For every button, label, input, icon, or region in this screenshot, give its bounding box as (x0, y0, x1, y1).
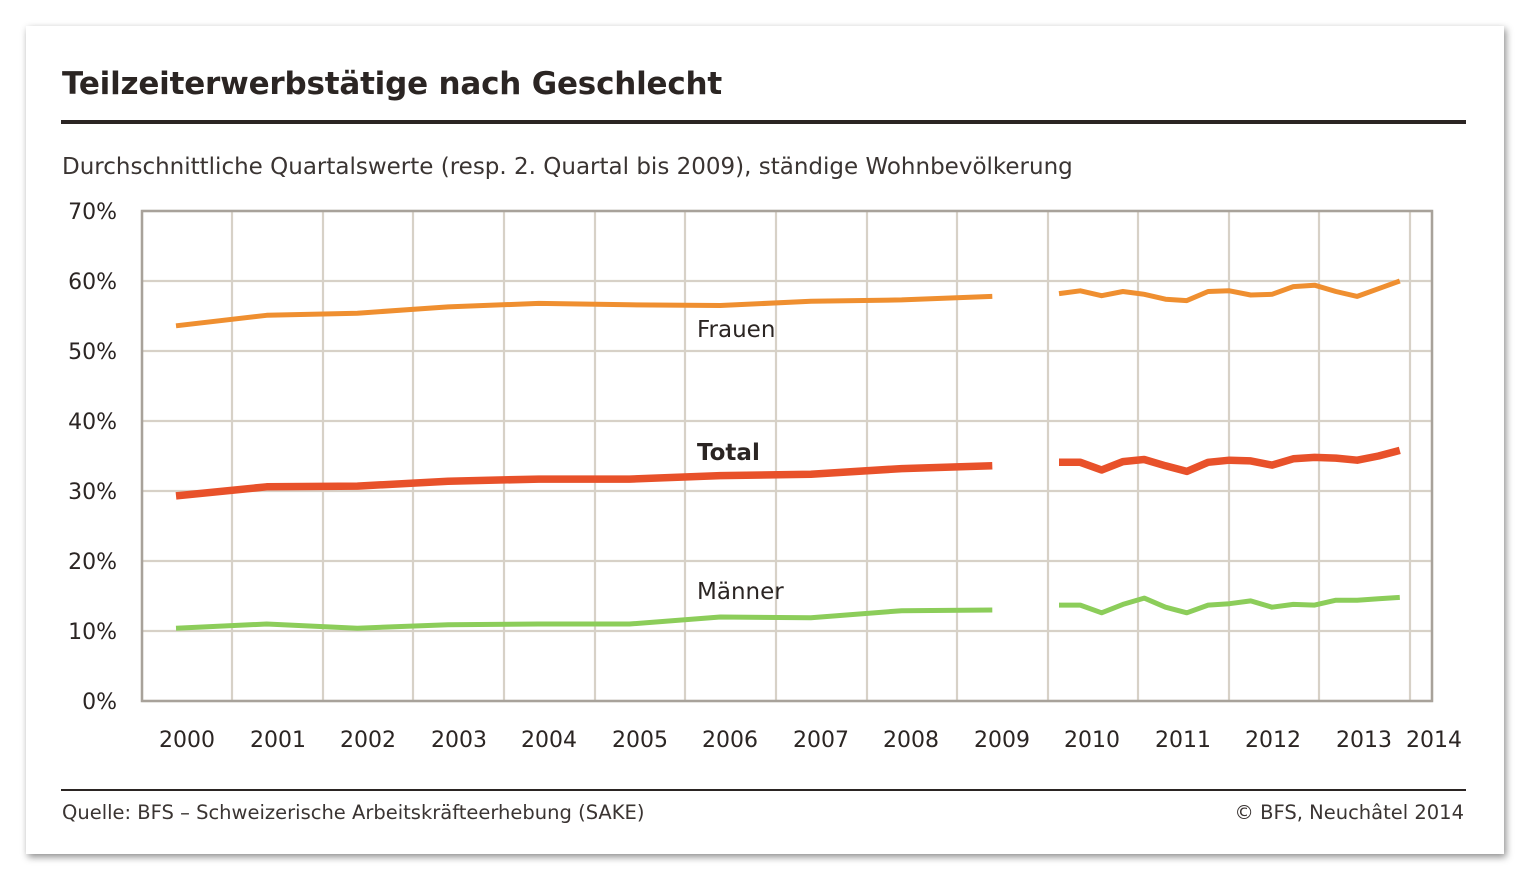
x-tick-label: 2009 (974, 728, 1030, 753)
x-tick-label: 2002 (340, 728, 396, 753)
x-tick-label: 2001 (250, 728, 306, 753)
series-line-annual-frauen (175, 293, 993, 329)
series-line-annual-männer (175, 607, 993, 631)
y-tick-label: 10% (68, 620, 117, 645)
x-tick-label: 2013 (1336, 728, 1392, 753)
footer-rule (61, 789, 1466, 791)
x-tick-label: 2003 (431, 728, 487, 753)
x-tick-label: 2000 (159, 728, 215, 753)
x-tick-label: 2014 (1406, 728, 1462, 753)
x-tick-label: 2006 (702, 728, 758, 753)
x-tick-label: 2005 (612, 728, 668, 753)
x-tick-label: 2012 (1245, 728, 1301, 753)
series-label: Frauen (697, 317, 775, 343)
copyright-note: © BFS, Neuchâtel 2014 (1234, 801, 1464, 824)
series-line-annual-total (175, 462, 993, 500)
x-tick-label: 2010 (1064, 728, 1120, 753)
y-tick-label: 0% (82, 690, 117, 715)
x-tick-label: 2008 (883, 728, 939, 753)
chart-subtitle: Durchschnittliche Quartalswerte (resp. 2… (62, 154, 1073, 180)
x-tick-label: 2004 (521, 728, 577, 753)
y-tick-label: 50% (68, 340, 117, 365)
y-tick-label: 70% (68, 200, 117, 225)
y-tick-label: 20% (68, 550, 117, 575)
x-tick-label: 2007 (793, 728, 849, 753)
y-tick-label: 30% (68, 480, 117, 505)
series-line-quarterly-männer (1059, 594, 1400, 616)
series-line-quarterly-total (1059, 446, 1401, 476)
plot-frame (140, 209, 1434, 703)
y-tick-label: 60% (68, 270, 117, 295)
source-note: Quelle: BFS – Schweizerische Arbeitskräf… (62, 801, 645, 824)
series-line-quarterly-frauen (1058, 278, 1401, 304)
y-tick-label: 40% (68, 410, 117, 435)
series-label: Männer (697, 579, 784, 605)
x-tick-label: 2011 (1155, 728, 1211, 753)
series-label: Total (697, 440, 760, 466)
chart-title: Teilzeiterwerbstätige nach Geschlecht (62, 66, 723, 102)
title-rule (61, 120, 1466, 124)
